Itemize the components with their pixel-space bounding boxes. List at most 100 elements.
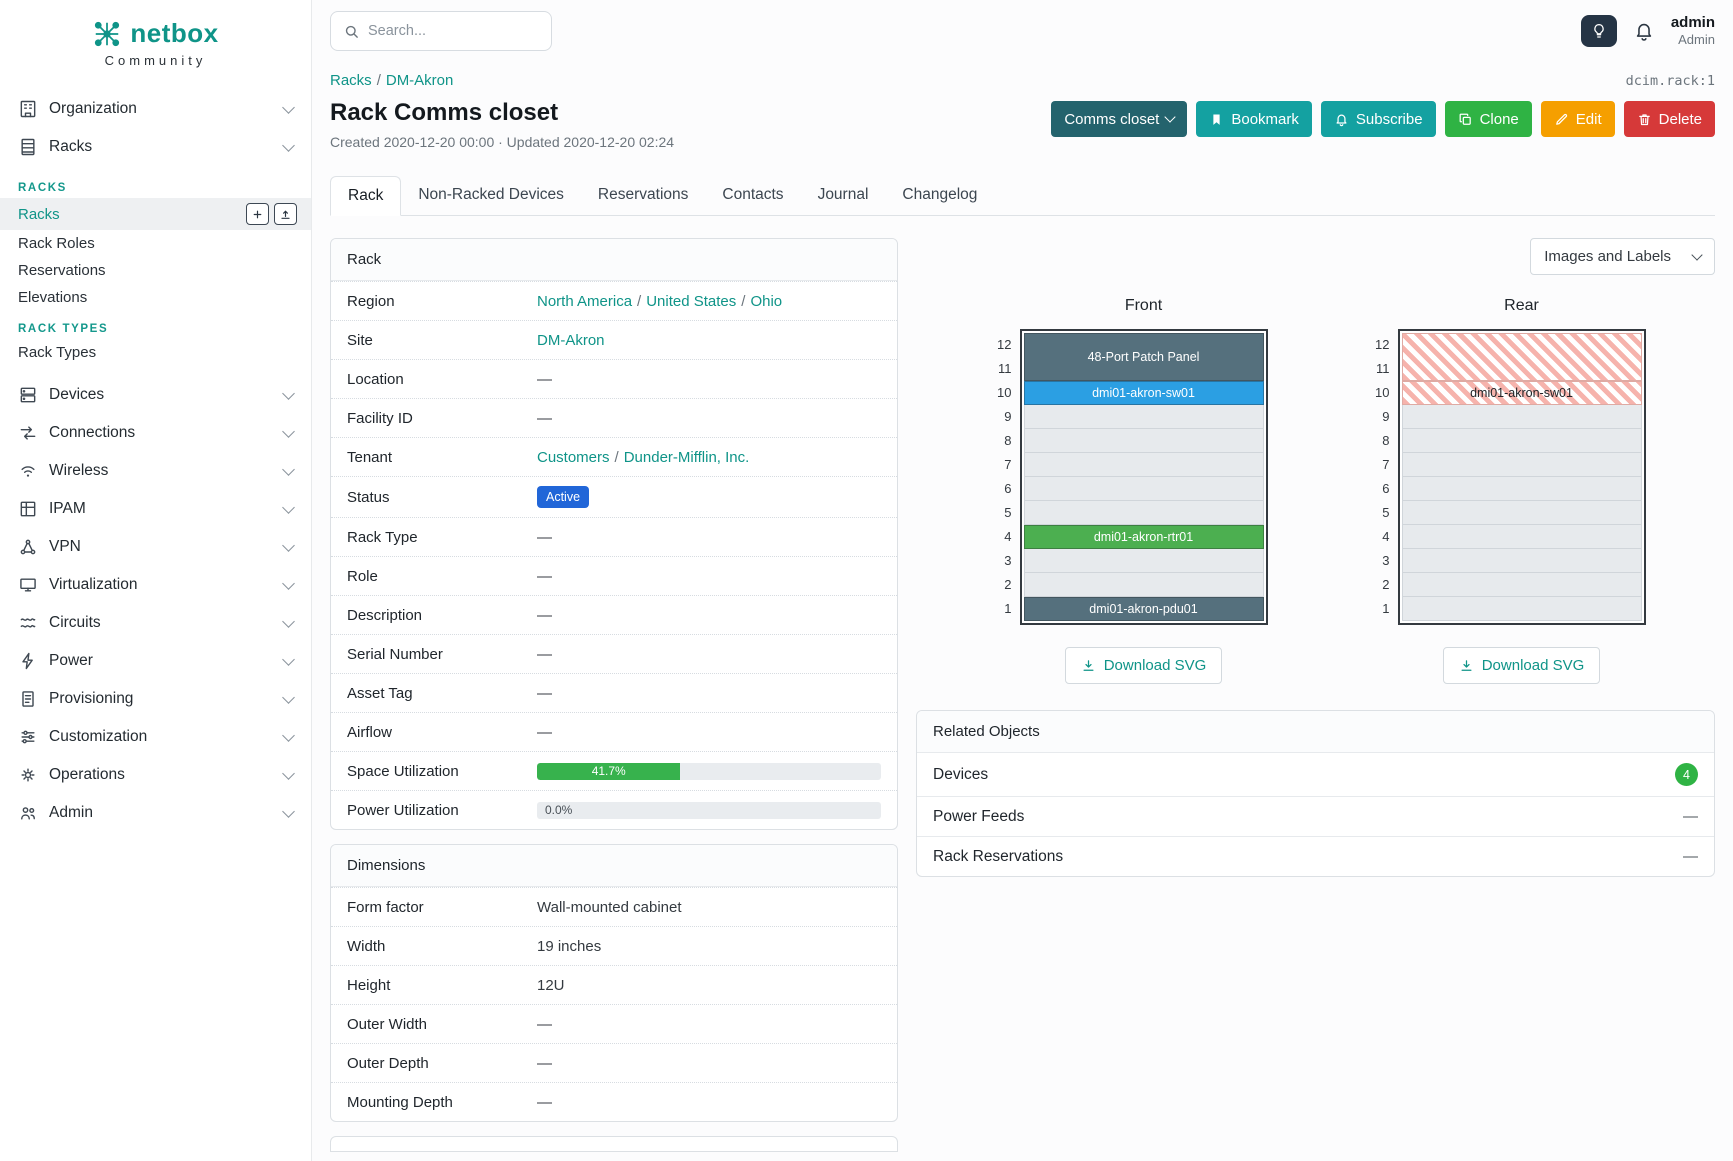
bookmark-button[interactable]: Bookmark xyxy=(1196,101,1312,137)
chevron-down-icon xyxy=(1164,111,1177,123)
delete-button[interactable]: Delete xyxy=(1623,101,1715,137)
images-labels-toggle[interactable]: Images and Labels xyxy=(1530,238,1715,275)
main-area: admin Admin Racks/DM-Akron dcim.rack:1 R… xyxy=(312,0,1733,1161)
unit-number: 4 xyxy=(1004,529,1012,544)
chevron-down-icon xyxy=(282,652,295,666)
view-selector-button[interactable]: Comms closet xyxy=(1051,101,1188,137)
clone-button[interactable]: Clone xyxy=(1444,101,1532,137)
breadcrumb-site-link[interactable]: DM-Akron xyxy=(385,72,454,89)
sidebar-item-racks-list[interactable]: Racks xyxy=(0,198,311,230)
sidebar-item-circuits[interactable]: Circuits xyxy=(0,604,311,642)
tab-rack[interactable]: Rack xyxy=(330,176,402,216)
customization-icon xyxy=(18,727,38,747)
download-svg-button-front[interactable]: Download SVG xyxy=(1064,647,1223,684)
breadcrumb-racks-link[interactable]: Racks xyxy=(330,72,372,89)
related-row-rack-reservations[interactable]: Rack Reservations — xyxy=(917,836,1714,876)
rack-slot xyxy=(1023,501,1264,525)
tab-changelog[interactable]: Changelog xyxy=(902,186,978,203)
rack-device[interactable]: dmi01-akron-rtr01 xyxy=(1023,525,1264,549)
sidebar-item-customization[interactable]: Customization xyxy=(0,718,311,756)
region-link[interactable]: United States xyxy=(646,292,737,310)
table-row-rack-type: Rack Type — xyxy=(331,517,897,556)
unit-number: 1 xyxy=(1004,601,1012,616)
table-row-serial-number: Serial Number — xyxy=(331,634,897,673)
import-rack-button[interactable] xyxy=(274,203,297,225)
submenu-header-racks: RACKS xyxy=(18,182,67,194)
tenant-group-link[interactable]: Customers xyxy=(537,448,610,466)
clone-icon xyxy=(1459,113,1471,125)
sidebar-item-rack-types[interactable]: Rack Types xyxy=(18,344,97,361)
unit-number: 10 xyxy=(997,385,1012,400)
chevron-down-icon xyxy=(282,386,295,400)
tab-journal[interactable]: Journal xyxy=(817,186,869,203)
front-elevation: Front 12 11 10 9 8 7 6 5 4 3 2 1 48-Port Patch Pane… xyxy=(986,297,1268,684)
edit-button[interactable]: Edit xyxy=(1540,101,1615,137)
rack-device[interactable]: dmi01-akron-sw01 xyxy=(1023,381,1264,405)
sidebar-item-virtualization[interactable]: Virtualization xyxy=(0,566,311,604)
tab-non-racked-devices[interactable]: Non-Racked Devices xyxy=(418,186,564,203)
sidebar-item-vpn[interactable]: VPN xyxy=(0,528,311,566)
subscribe-button[interactable]: Subscribe xyxy=(1320,101,1436,137)
brand[interactable]: netbox Community xyxy=(0,0,311,78)
sidebar-item-admin[interactable]: Admin xyxy=(0,794,311,832)
table-row-asset-tag: Asset Tag — xyxy=(331,673,897,712)
rack-frame: 48-Port Patch Panel dmi01-akron-sw01 dmi01… xyxy=(1019,329,1268,625)
global-search[interactable] xyxy=(330,11,555,51)
related-row-power-feeds[interactable]: Power Feeds — xyxy=(917,796,1714,836)
sidebar-item-racks[interactable]: Racks xyxy=(0,128,311,166)
elevation-title-front: Front xyxy=(1124,297,1163,314)
unit-number: 9 xyxy=(1004,409,1012,424)
add-rack-button[interactable] xyxy=(246,203,269,225)
rack-device[interactable]: dmi01-akron-pdu01 xyxy=(1023,597,1264,621)
download-svg-button-rear[interactable]: Download SVG xyxy=(1442,647,1601,684)
region-link[interactable]: Ohio xyxy=(750,292,783,310)
sidebar-item-organization[interactable]: Organization xyxy=(0,90,311,128)
table-row-form-factor: Form factor Wall-mounted cabinet xyxy=(331,887,897,926)
sidebar-item-wireless[interactable]: Wireless xyxy=(0,452,311,490)
unit-number: 7 xyxy=(1382,457,1390,472)
sidebar-item-connections[interactable]: Connections xyxy=(0,414,311,452)
rack-slot xyxy=(1401,525,1642,549)
bell-icon xyxy=(1336,114,1347,126)
user-menu[interactable]: admin Admin xyxy=(1671,14,1715,48)
chevron-down-icon xyxy=(282,424,295,438)
sidebar-item-devices[interactable]: Devices xyxy=(0,376,311,414)
sidebar-item-operations[interactable]: Operations xyxy=(0,756,311,794)
rack-device[interactable]: dmi01-akron-sw01 xyxy=(1401,381,1642,405)
sidebar-item-ipam[interactable]: IPAM xyxy=(0,490,311,528)
sidebar-item-power[interactable]: Power xyxy=(0,642,311,680)
unit-number: 10 xyxy=(1375,385,1390,400)
rack-panel: Rack Region North America / United States /… xyxy=(330,238,898,830)
table-row-width: Width 19 inches xyxy=(331,926,897,965)
search-input[interactable] xyxy=(368,23,555,39)
elevation-title-rear: Rear xyxy=(1504,297,1539,314)
rack-device[interactable]: 48-Port Patch Panel xyxy=(1023,333,1264,381)
tab-contacts[interactable]: Contacts xyxy=(722,186,784,203)
unit-numbers: 12 11 10 9 8 7 6 5 4 3 2 1 xyxy=(1364,329,1390,625)
tenant-link[interactable]: Dunder-Mifflin, Inc. xyxy=(623,448,750,466)
sidebar-item-provisioning[interactable]: Provisioning xyxy=(0,680,311,718)
notifications-button[interactable] xyxy=(1633,20,1655,42)
table-row-location: Location — xyxy=(331,359,897,398)
unit-number: 4 xyxy=(1382,529,1390,544)
tab-reservations[interactable]: Reservations xyxy=(597,186,689,203)
related-row-devices[interactable]: Devices 4 xyxy=(917,753,1714,796)
sidebar-item-reservations[interactable]: Reservations xyxy=(18,262,106,279)
table-row-description: Description — xyxy=(331,595,897,634)
wireless-icon xyxy=(18,461,38,481)
unit-number: 8 xyxy=(1382,433,1390,448)
rack-slots: 48-Port Patch Panel dmi01-akron-sw01 dmi01… xyxy=(1023,333,1264,621)
space-utilization-bar: 41.7% xyxy=(537,762,881,780)
panel-title: Related Objects xyxy=(917,711,1714,753)
table-row-status: Status Active xyxy=(331,476,897,517)
site-link[interactable]: DM-Akron xyxy=(537,331,605,349)
dark-mode-toggle[interactable] xyxy=(1580,15,1617,47)
sidebar-item-rack-roles[interactable]: Rack Roles xyxy=(18,235,95,252)
sidebar-item-elevations[interactable]: Elevations xyxy=(18,289,88,306)
breadcrumb: Racks / DM-Akron xyxy=(330,72,454,89)
region-link[interactable]: North America xyxy=(537,292,633,310)
table-row-region: Region North America / United States / Ohio xyxy=(331,281,897,320)
table-row-mounting-depth: Mounting Depth — xyxy=(331,1082,897,1121)
unit-number: 9 xyxy=(1382,409,1390,424)
rack-slot xyxy=(1401,453,1642,477)
